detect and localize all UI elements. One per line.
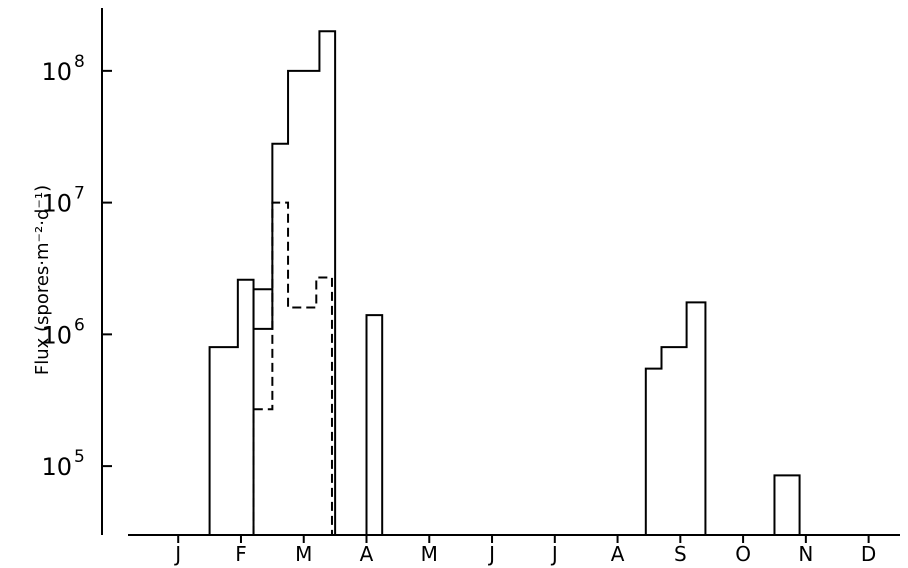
y-tick-label-base: 10	[41, 321, 72, 349]
x-tick-label: M	[421, 542, 438, 566]
solid-histogram-bar-group	[644, 301, 707, 535]
y-tick-label-base: 10	[41, 453, 72, 481]
x-tick-label: A	[611, 542, 625, 566]
y-tick-label-exponent: 8	[74, 52, 85, 72]
y-tick-label-exponent: 5	[74, 447, 85, 467]
dashed-histogram-bar-group	[252, 201, 333, 535]
x-tick-label: J	[550, 542, 558, 566]
y-axis-label: Flux (spores·m⁻²·d⁻¹)	[32, 185, 53, 375]
y-tick-label-exponent: 7	[74, 184, 85, 204]
x-tick-label: F	[235, 542, 247, 566]
x-tick-label: N	[798, 542, 813, 566]
x-tick-label: J	[487, 542, 495, 566]
y-tick-label-base: 10	[41, 190, 72, 218]
y-tick-label-exponent: 6	[74, 315, 85, 335]
x-tick-label: J	[173, 542, 181, 566]
solid-histogram-bar-group	[773, 474, 801, 535]
x-tick-label: O	[735, 542, 751, 566]
x-tick-label: S	[674, 542, 687, 566]
solid-histogram-bar-group	[208, 30, 337, 535]
x-tick-label: D	[861, 542, 876, 566]
bars-layer	[208, 30, 801, 535]
x-tick-label: M	[295, 542, 312, 566]
y-tick-label-base: 10	[41, 58, 72, 86]
solid-histogram-bar-group	[365, 314, 384, 535]
x-tick-label: A	[360, 542, 374, 566]
